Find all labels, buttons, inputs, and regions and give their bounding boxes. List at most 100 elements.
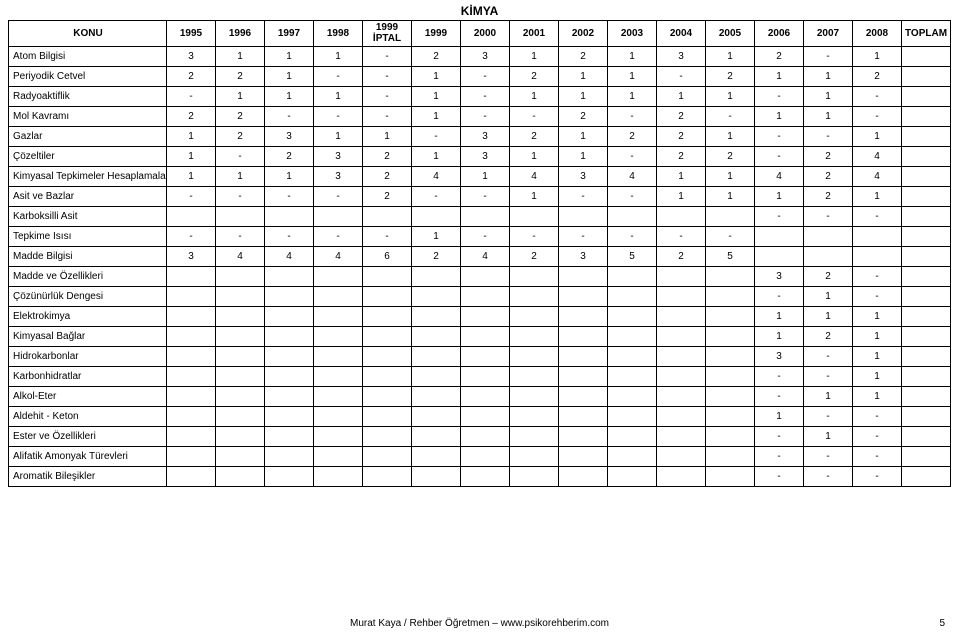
data-cell: - xyxy=(167,187,216,207)
data-cell: 1 xyxy=(853,47,902,67)
data-cell: 3 xyxy=(461,47,510,67)
data-cell xyxy=(608,387,657,407)
data-cell xyxy=(265,267,314,287)
data-cell xyxy=(657,427,706,447)
data-cell xyxy=(216,267,265,287)
data-cell xyxy=(314,387,363,407)
data-cell: 1 xyxy=(412,67,461,87)
data-cell xyxy=(265,287,314,307)
data-cell xyxy=(461,467,510,487)
topic-cell: Asit ve Bazlar xyxy=(9,187,167,207)
data-cell: - xyxy=(412,187,461,207)
data-cell xyxy=(657,367,706,387)
data-cell: 1 xyxy=(510,187,559,207)
data-cell: - xyxy=(755,427,804,447)
data-cell: - xyxy=(853,407,902,427)
data-cell xyxy=(167,207,216,227)
data-cell xyxy=(510,387,559,407)
table-body: Atom Bilgisi3111-23121312-1Periyodik Cet… xyxy=(9,47,951,487)
data-cell xyxy=(412,207,461,227)
data-cell: 2 xyxy=(216,127,265,147)
table-row: Elektrokimya111 xyxy=(9,307,951,327)
data-cell: 1 xyxy=(706,127,755,147)
data-cell: 1 xyxy=(608,67,657,87)
data-cell xyxy=(657,267,706,287)
table-row: Karbonhidratlar--1 xyxy=(9,367,951,387)
data-cell xyxy=(902,327,951,347)
data-cell: 1 xyxy=(706,167,755,187)
table-row: Kimyasal Tepkimeler Hesaplamalar11132414… xyxy=(9,167,951,187)
data-cell: - xyxy=(265,227,314,247)
data-cell: - xyxy=(804,127,853,147)
data-cell xyxy=(461,287,510,307)
data-cell xyxy=(902,107,951,127)
data-cell xyxy=(902,227,951,247)
data-cell: 1 xyxy=(706,187,755,207)
data-cell: 3 xyxy=(755,347,804,367)
data-cell: 2 xyxy=(363,167,412,187)
data-cell: 3 xyxy=(461,147,510,167)
col-header-year: 1997 xyxy=(265,21,314,47)
data-cell: 1 xyxy=(216,87,265,107)
data-cell xyxy=(216,307,265,327)
table-row: Alifatik Amonyak Türevleri--- xyxy=(9,447,951,467)
data-cell: 2 xyxy=(265,147,314,167)
data-cell: 1 xyxy=(804,107,853,127)
table-row: Çözeltiler1-2321311-22-24 xyxy=(9,147,951,167)
data-cell xyxy=(216,327,265,347)
data-cell: - xyxy=(167,87,216,107)
data-cell xyxy=(461,307,510,327)
data-cell xyxy=(216,427,265,447)
topic-cell: Çözünürlük Dengesi xyxy=(9,287,167,307)
data-cell: 2 xyxy=(167,67,216,87)
data-cell xyxy=(706,467,755,487)
data-cell xyxy=(265,367,314,387)
data-cell xyxy=(559,367,608,387)
data-cell: 3 xyxy=(461,127,510,147)
data-table: KONU19951996199719981999İPTAL19992000200… xyxy=(8,20,951,487)
data-cell xyxy=(706,327,755,347)
data-cell: 4 xyxy=(608,167,657,187)
data-cell: - xyxy=(853,207,902,227)
data-cell: 1 xyxy=(461,167,510,187)
data-cell xyxy=(510,267,559,287)
data-cell xyxy=(706,367,755,387)
data-cell xyxy=(167,407,216,427)
data-cell: 1 xyxy=(510,47,559,67)
col-header-year: 2005 xyxy=(706,21,755,47)
data-cell: - xyxy=(755,87,804,107)
footer-credit: Murat Kaya / Rehber Öğretmen – www.psiko… xyxy=(350,618,609,629)
data-cell xyxy=(265,447,314,467)
data-cell xyxy=(363,427,412,447)
table-row: Alkol-Eter-11 xyxy=(9,387,951,407)
data-cell xyxy=(559,407,608,427)
data-cell xyxy=(902,427,951,447)
data-cell: - xyxy=(853,107,902,127)
data-cell: 1 xyxy=(853,307,902,327)
data-cell xyxy=(657,207,706,227)
data-cell xyxy=(608,267,657,287)
data-cell: - xyxy=(657,227,706,247)
data-cell: - xyxy=(314,227,363,247)
table-row: Aldehit - Keton1-- xyxy=(9,407,951,427)
data-cell: 1 xyxy=(412,87,461,107)
topic-cell: Hidrokarbonlar xyxy=(9,347,167,367)
data-cell: 1 xyxy=(755,307,804,327)
data-cell xyxy=(755,247,804,267)
data-cell xyxy=(216,447,265,467)
data-cell xyxy=(314,267,363,287)
data-cell xyxy=(167,387,216,407)
data-cell xyxy=(216,467,265,487)
data-cell: 2 xyxy=(363,187,412,207)
data-cell: 2 xyxy=(804,167,853,187)
data-cell: - xyxy=(608,227,657,247)
data-cell: 1 xyxy=(853,367,902,387)
data-cell: - xyxy=(412,127,461,147)
data-cell: - xyxy=(804,47,853,67)
data-cell xyxy=(461,367,510,387)
data-cell: 1 xyxy=(853,347,902,367)
topic-cell: Aromatik Bileşikler xyxy=(9,467,167,487)
data-cell: - xyxy=(363,87,412,107)
data-cell: - xyxy=(559,187,608,207)
data-cell: 1 xyxy=(314,127,363,147)
